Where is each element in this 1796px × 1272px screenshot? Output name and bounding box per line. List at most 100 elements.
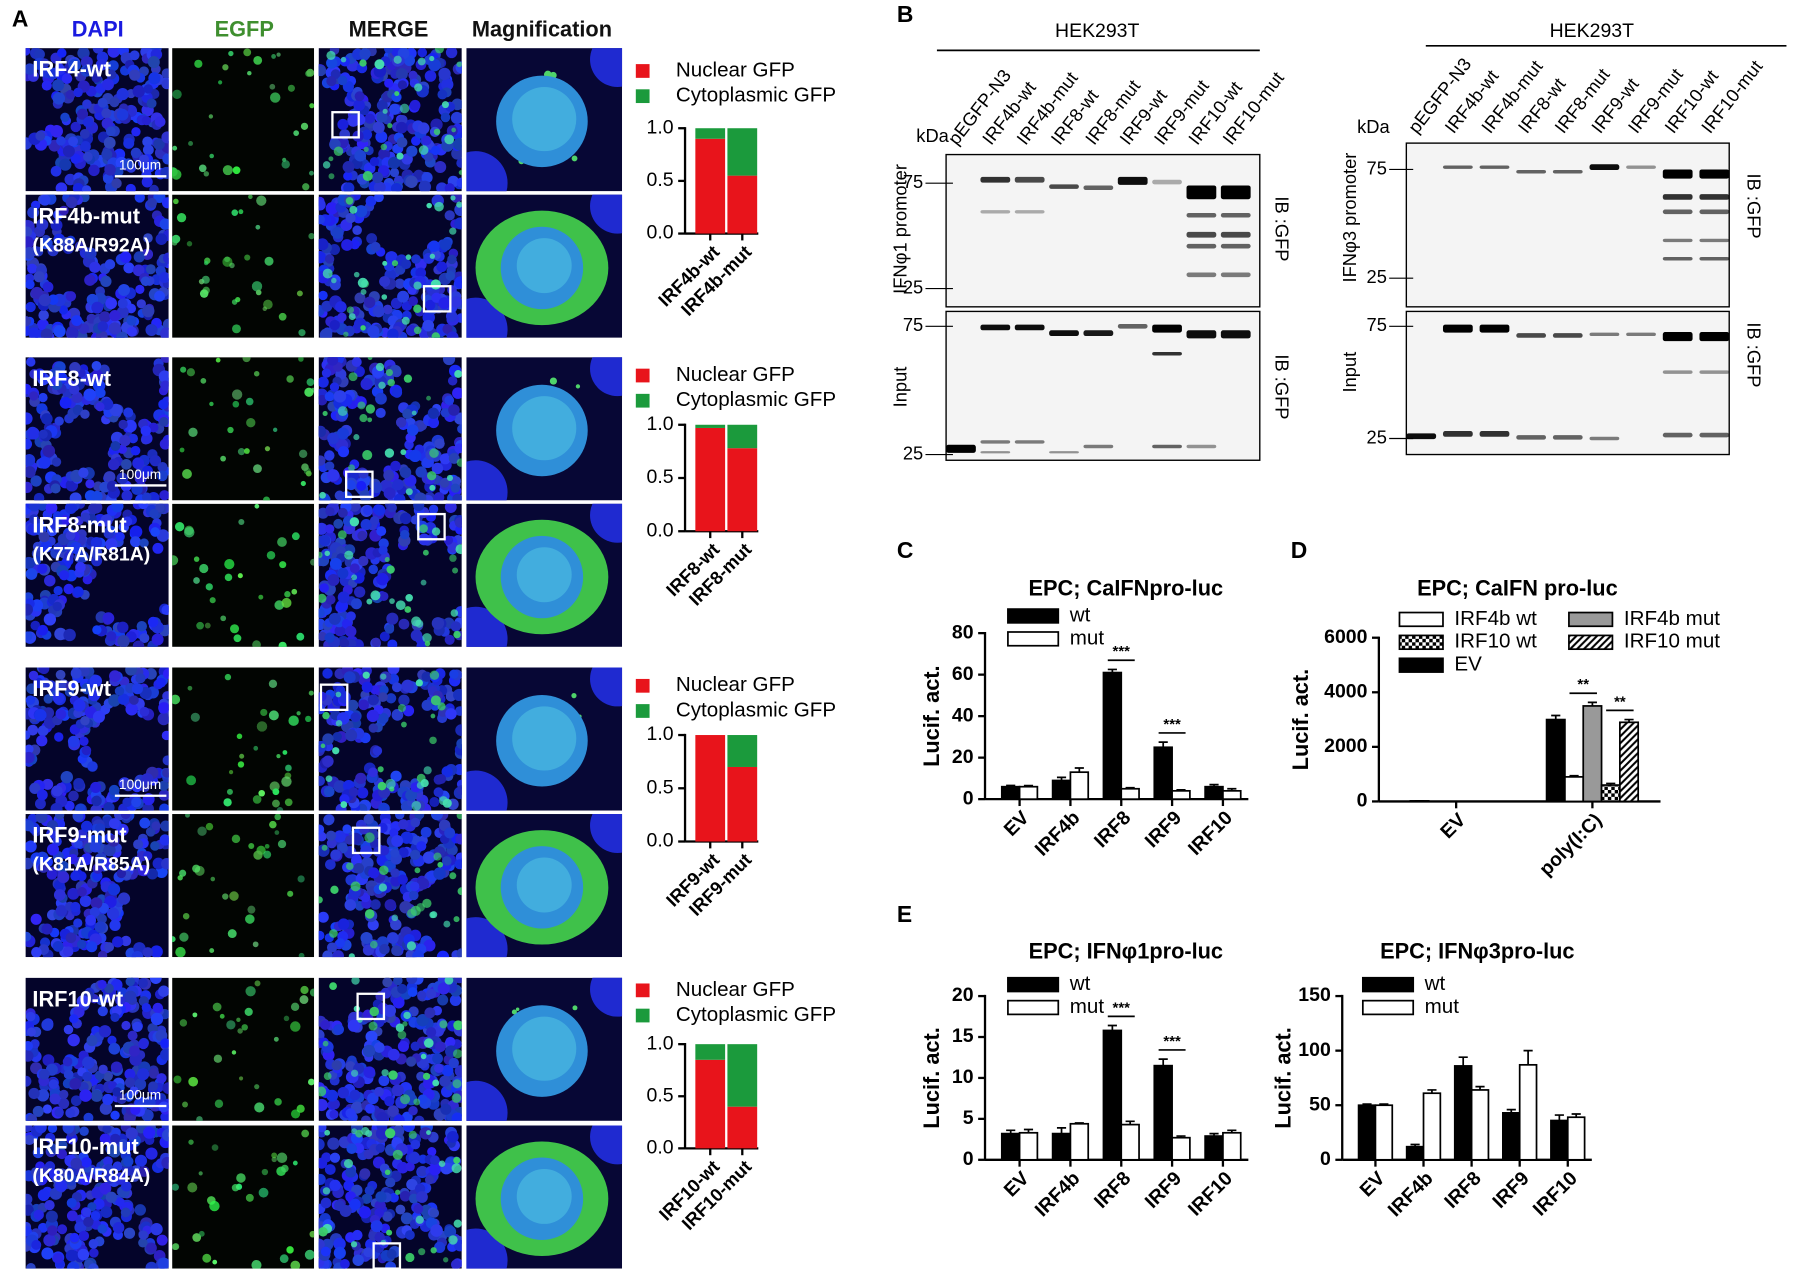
gfp-cell: [302, 183, 310, 191]
nucleus: [321, 368, 332, 378]
nucleus: [353, 862, 365, 874]
gfp-cell: [244, 254, 251, 261]
nucleus: [362, 1044, 376, 1058]
nucleus: [325, 202, 339, 215]
gfp-cell: [357, 401, 366, 410]
nucleus: [149, 455, 162, 467]
nucleus: [64, 551, 74, 562]
nucleus: [25, 438, 33, 450]
nucleus: [371, 171, 384, 184]
nucleus: [25, 481, 33, 493]
error-bar: [1624, 718, 1634, 723]
gfp-cell: [395, 600, 406, 611]
legend-label: wt: [1069, 603, 1091, 626]
nucleus: [126, 326, 137, 337]
nucleus: [326, 942, 338, 953]
nucleus: [318, 522, 328, 535]
nucleus: [125, 977, 135, 987]
gfp-cell: [211, 1144, 219, 1151]
nucleus: [340, 1259, 350, 1269]
gfp-cell: [433, 852, 442, 861]
gfp-cell: [429, 253, 436, 259]
nucleus: [145, 323, 158, 337]
nucleus: [107, 834, 120, 847]
nucleus: [32, 1175, 44, 1186]
gfp-cell: [318, 1226, 328, 1237]
nucleus: [104, 942, 115, 952]
gfp-cell: [232, 166, 241, 175]
nucleus: [26, 357, 36, 367]
gfp-cell: [346, 306, 355, 314]
nucleus: [161, 1128, 169, 1142]
gfp-cell: [328, 173, 335, 180]
nucleus: [457, 424, 462, 434]
nucleus: [78, 1230, 90, 1242]
gfp-cell: [450, 195, 456, 201]
nucleus: [132, 640, 145, 647]
nucleus: [25, 236, 34, 249]
nucleus: [438, 67, 451, 81]
column-header: MERGE: [349, 17, 429, 42]
gfp-cell: [301, 1129, 310, 1138]
nucleus: [352, 1254, 364, 1266]
nucleus: [33, 246, 44, 257]
nucleus: [326, 838, 337, 849]
blot-band: [1442, 165, 1473, 169]
nucleus: [347, 1019, 361, 1032]
nucleus: [57, 1224, 68, 1235]
micrograph: [466, 1125, 623, 1269]
nucleus: [418, 180, 432, 192]
y-tick-label: 0: [963, 1148, 974, 1170]
gfp-cell: [260, 708, 268, 717]
nucleus: [429, 1208, 440, 1218]
nucleus: [30, 913, 42, 925]
nucleus: [42, 444, 56, 458]
nucleus: [138, 503, 149, 510]
gfp-cell: [424, 640, 431, 647]
nucleus: [41, 1018, 54, 1031]
gfp-cell: [172, 555, 179, 566]
y-tick-label: 80: [952, 621, 974, 643]
nucleus: [333, 518, 344, 529]
nucleus: [141, 773, 154, 786]
gfp-cell: [456, 61, 462, 68]
gfp-cell: [203, 260, 209, 266]
micrograph-bg: [172, 1125, 315, 1269]
nucleus: [86, 941, 98, 953]
legend-swatch: [1398, 611, 1444, 628]
blot-band: [1186, 330, 1217, 339]
gfp-cell: [382, 108, 388, 114]
gfp-cell: [385, 368, 393, 377]
nucleus: [411, 254, 421, 264]
error-bar: [1074, 767, 1084, 773]
nucleus: [111, 503, 124, 513]
nucleus: [33, 271, 45, 283]
x-tick-label: IRF10: [1529, 1167, 1582, 1220]
promoter-label: IFNφ3 promoter: [1339, 153, 1360, 283]
gfp-cell: [271, 1156, 277, 1163]
y-tick-label: 1.0: [647, 723, 674, 745]
nucleus: [318, 1125, 327, 1133]
gfp-cell: [395, 1189, 401, 1195]
nucleus: [367, 1092, 379, 1105]
gfp-cell: [441, 101, 449, 109]
bar: [1171, 789, 1191, 801]
nucleus: [37, 624, 49, 636]
micrograph: [172, 667, 315, 811]
nucleus: [54, 416, 64, 426]
marker-label: 25: [1367, 426, 1387, 447]
gfp-cell: [241, 1024, 248, 1031]
nucleus: [423, 152, 434, 162]
nucleus: [342, 824, 352, 834]
nucleus: [434, 438, 445, 449]
blot-band: [1699, 169, 1730, 179]
nucleus: [406, 977, 418, 985]
nucleus: [408, 70, 418, 80]
gfp-cell: [188, 140, 194, 146]
nucleus: [379, 845, 390, 856]
nucleus: [431, 462, 444, 475]
nucleus: [71, 315, 83, 326]
nucleus: [454, 276, 462, 289]
gfp-cell: [293, 130, 300, 136]
nucleus: [74, 1221, 87, 1234]
